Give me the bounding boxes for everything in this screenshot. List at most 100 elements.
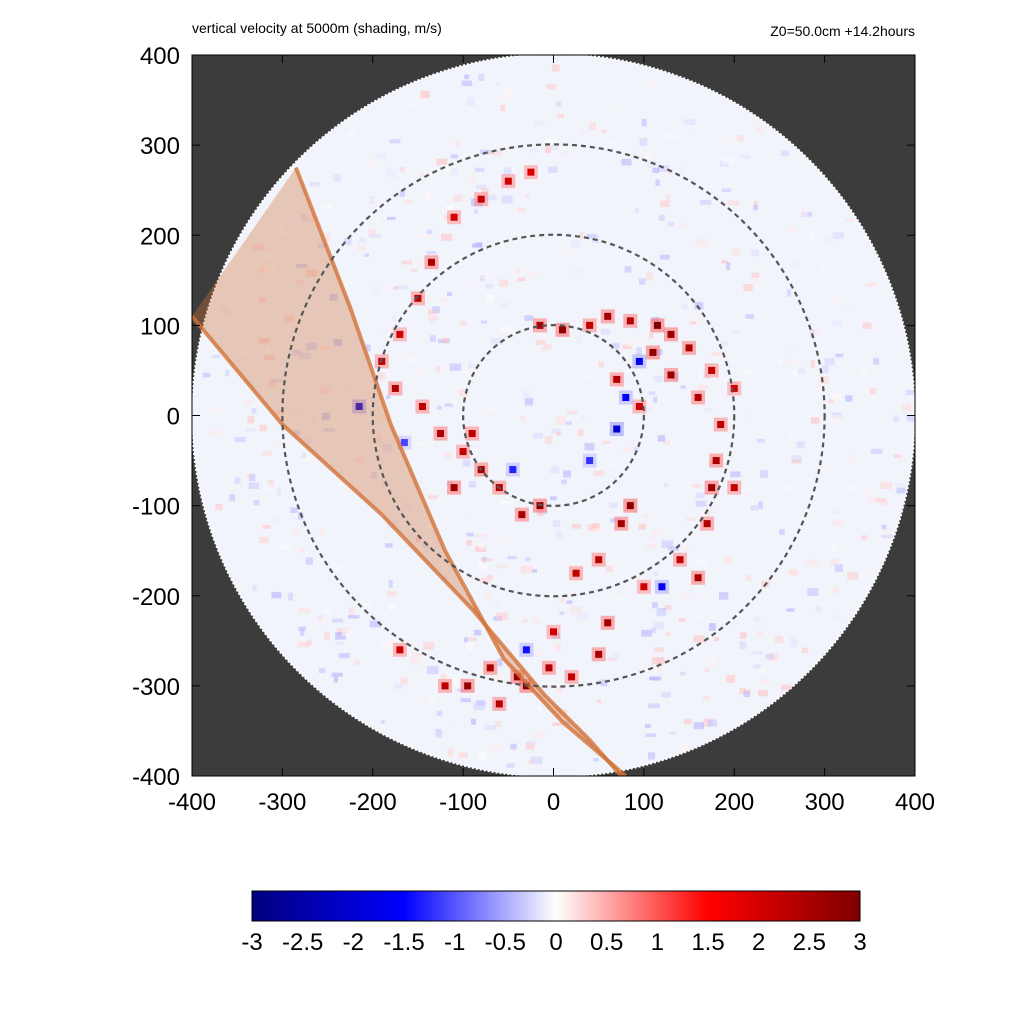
texture-cell [301, 214, 309, 221]
colorbar-tick-label: -3 [241, 929, 262, 956]
updraft-cell [640, 583, 648, 591]
texture-cell [638, 261, 644, 268]
texture-cell [788, 226, 798, 233]
updraft-cell [617, 520, 625, 528]
texture-cell [308, 216, 319, 223]
texture-cell [502, 88, 514, 97]
texture-cell [479, 272, 489, 280]
texture-cell [875, 498, 886, 502]
texture-cell [389, 139, 401, 144]
updraft-cell [653, 321, 661, 329]
texture-cell [566, 600, 573, 604]
texture-cell [271, 378, 284, 383]
texture-cell [420, 90, 430, 99]
texture-cell [579, 232, 584, 239]
texture-cell [377, 406, 384, 410]
range-rings [281, 143, 826, 688]
texture-cell [739, 154, 751, 159]
updraft-cell [450, 213, 458, 221]
swath-edge-upper [294, 166, 628, 776]
texture-cell [788, 569, 799, 576]
texture-cell [338, 653, 350, 659]
texture-cell [686, 391, 692, 397]
texture-cell [462, 514, 472, 519]
texture-cell [822, 365, 829, 374]
texture-cell [556, 431, 561, 436]
texture-cell [545, 138, 558, 145]
texture-cell [544, 436, 553, 444]
texture-cell [333, 339, 343, 346]
texture-cell [880, 482, 892, 490]
swath-edge-lower [192, 315, 623, 776]
texture-cell [520, 415, 525, 421]
texture-cell [320, 204, 333, 209]
texture-cell [685, 240, 692, 244]
texture-cell [468, 637, 477, 641]
texture-cell [815, 606, 821, 612]
texture-cell [262, 450, 273, 456]
texture-cell [744, 369, 753, 375]
range-ring [462, 324, 645, 507]
texture-cell [576, 613, 588, 621]
updraft-cell [441, 682, 449, 690]
texture-cell [400, 677, 408, 685]
updraft-cell [559, 326, 567, 334]
texture-cell [732, 330, 740, 335]
texture-cell [895, 482, 906, 488]
texture-cell [645, 272, 653, 281]
updraft-cell [595, 556, 603, 564]
texture-cell [656, 657, 665, 665]
texture-cell [743, 284, 753, 292]
x-tick-label: 0 [547, 789, 560, 816]
texture-cell [410, 657, 422, 665]
texture-cell [474, 167, 485, 173]
texture-cell [262, 524, 271, 529]
texture-cell [622, 448, 631, 452]
texture-cell [261, 253, 273, 260]
texture-cell [387, 603, 395, 610]
texture-cell [579, 129, 584, 137]
texture-cell [507, 128, 512, 133]
texture-cell [422, 642, 435, 650]
texture-cell [528, 740, 536, 746]
texture-cell [333, 676, 339, 683]
texture-cell [750, 505, 759, 511]
updraft-cell [450, 484, 458, 492]
texture-cell [442, 165, 452, 172]
texture-cell [551, 428, 562, 434]
texture-cell [593, 758, 599, 762]
texture-cell [436, 405, 443, 410]
texture-cell [601, 129, 608, 133]
texture-cell [906, 415, 915, 422]
texture-cell [310, 419, 315, 424]
colorbar-ticks: -3 -2.5 -2 -1.5 -1 -0.5 0 0.5 1 1.5 2 2.5 3 [241, 929, 866, 956]
texture-cell [589, 122, 596, 131]
texture-cell [896, 487, 906, 494]
updraft-cell [604, 312, 612, 320]
colorbar-tick-label: 2.5 [793, 929, 826, 956]
texture-cell [464, 704, 470, 708]
updraft-cell [708, 366, 716, 374]
texture-cell [691, 492, 697, 499]
texture-cell [373, 285, 379, 293]
texture-cell [753, 664, 762, 669]
texture-cell [654, 647, 664, 653]
texture-cell [867, 497, 878, 504]
texture-cell [562, 150, 569, 155]
texture-cell [869, 387, 876, 395]
texture-cell [510, 743, 517, 750]
texture-cell [653, 571, 659, 576]
texture-cell [471, 243, 483, 248]
texture-cell [692, 483, 701, 488]
texture-cell [411, 652, 422, 656]
texture-cell [369, 620, 382, 628]
colorbar-tick-label: 0 [549, 929, 562, 956]
texture-cell [348, 607, 355, 615]
texture-cell [893, 415, 900, 423]
texture-cell [757, 438, 766, 443]
texture-cell [436, 158, 448, 165]
texture-cell [224, 369, 230, 377]
texture-cell [784, 344, 797, 350]
texture-cell [695, 500, 707, 507]
